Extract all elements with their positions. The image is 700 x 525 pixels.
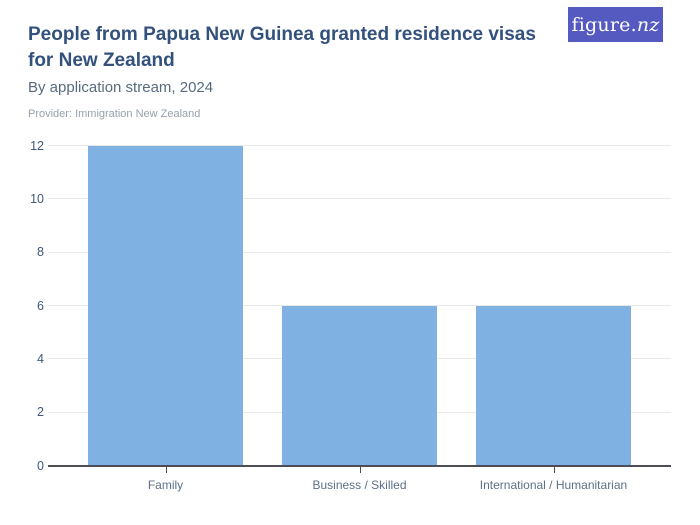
page-title: People from Papua New Guinea granted res… <box>28 24 536 72</box>
x-axis-tick <box>553 467 555 473</box>
y-axis-tick-label: 0 <box>37 458 44 473</box>
gridline-y8 <box>48 251 671 253</box>
logo-text-nz: nz <box>636 13 660 36</box>
x-axis-tick <box>165 467 167 473</box>
y-axis-tick-label: 4 <box>37 351 44 366</box>
chart-subtitle: By application stream, 2024 <box>28 79 214 96</box>
y-axis-tick-label: 8 <box>37 245 44 260</box>
x-axis-label-family: Family <box>147 477 184 492</box>
x-axis-line <box>48 464 671 467</box>
y-axis-tick-label: 10 <box>30 191 44 206</box>
y-axis-tick-label: 12 <box>30 138 44 153</box>
y-axis-tick-label: 6 <box>37 298 44 313</box>
gridline-y10 <box>48 198 671 200</box>
x-axis-label-business-skilled: Business / Skilled <box>312 477 407 492</box>
figurenz-logo[interactable]: figure. nz <box>568 7 663 42</box>
bar-business-skilled[interactable] <box>282 305 437 466</box>
y-axis-tick-label: 2 <box>37 405 44 420</box>
gridline-y12 <box>48 145 671 146</box>
provider-label: Provider: Immigration New Zealand <box>28 108 201 120</box>
logo-text: figure. <box>571 13 637 36</box>
bar-international-humanitarian[interactable] <box>476 305 631 466</box>
x-axis-label-international-humanitarian: International / Humanitarian <box>479 477 628 492</box>
bar-family[interactable] <box>88 145 243 466</box>
x-axis-tick <box>359 467 361 473</box>
